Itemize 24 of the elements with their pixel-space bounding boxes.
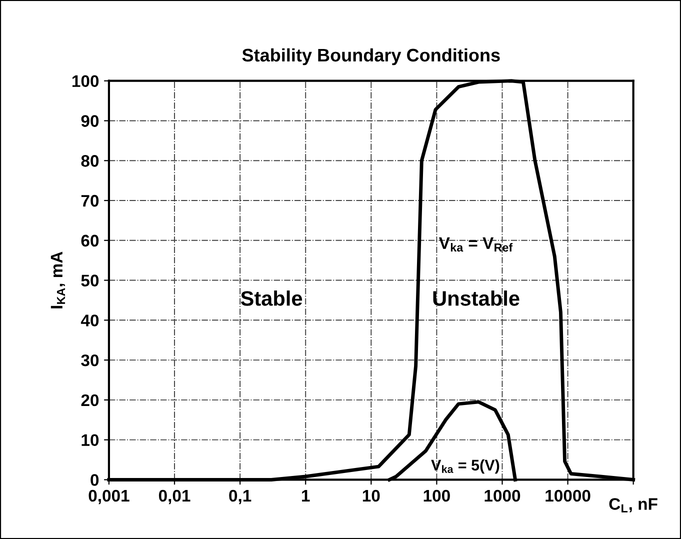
y-tick-label: 0 — [90, 474, 99, 486]
chart-title: Stability Boundary Conditions — [242, 48, 500, 66]
x-tick-label: 0,001 — [88, 490, 130, 504]
y-axis-title: I$_{KA}$, mA — [50, 252, 66, 308]
y-tick-label: 10 — [82, 434, 99, 446]
x-tick-label: 10 — [362, 490, 380, 502]
y-tick-label: 90 — [81, 115, 99, 127]
y-tick-label: 40 — [80, 314, 99, 326]
x-tick-label: 10000 — [546, 490, 590, 502]
x-tick-label: 1 — [302, 490, 310, 502]
y-tick-label: 80 — [81, 155, 99, 167]
y-tick-label: 30 — [81, 354, 99, 366]
annotation: Unstable — [433, 290, 520, 306]
x-tick-label: 0,1 — [229, 490, 252, 504]
y-tick-label: 70 — [81, 194, 99, 207]
x-axis-title: C$_{L}$, nF — [609, 498, 658, 512]
y-tick-label: 20 — [81, 394, 99, 406]
y-tick-label: 50 — [81, 274, 99, 286]
x-tick-label: 1000 — [484, 490, 520, 502]
y-tick-label: 100 — [72, 75, 99, 88]
annotation: Stable — [240, 290, 302, 306]
x-tick-label: 100 — [424, 490, 450, 502]
x-tick-label: 0,01 — [158, 490, 190, 504]
y-tick-label: 60 — [81, 234, 99, 247]
